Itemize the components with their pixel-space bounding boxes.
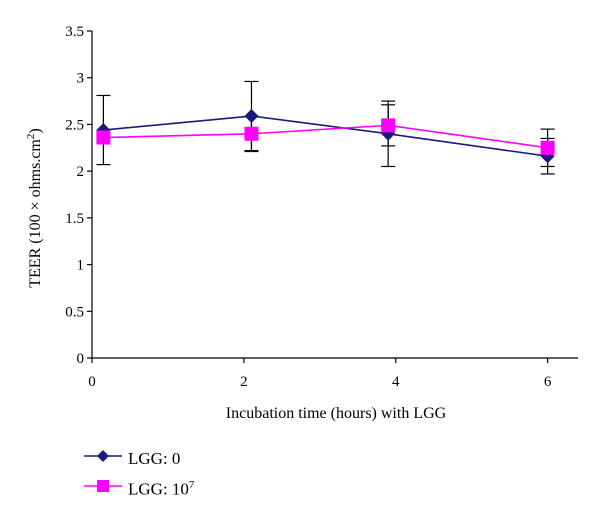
y-axis-label-close: ) bbox=[27, 128, 44, 133]
axes: 0 0.5 1 1.5 2 2.5 3 3.5 0 2 4 6 bbox=[65, 24, 578, 390]
legend-label: LGG: 0 bbox=[128, 449, 181, 468]
data-point-diamond bbox=[381, 126, 396, 141]
y-tick-label: 3.5 bbox=[65, 24, 84, 40]
data-point-diamond bbox=[244, 109, 259, 124]
data-point-square bbox=[244, 126, 259, 141]
y-tick-label: 0 bbox=[77, 351, 85, 367]
x-axis-label: Incubation time (hours) with LGG bbox=[226, 405, 447, 422]
data-point-square bbox=[96, 130, 111, 145]
y-tick-label: 1 bbox=[77, 258, 85, 274]
series-line bbox=[103, 124, 548, 149]
x-tick-label: 2 bbox=[240, 374, 248, 390]
series-layer bbox=[96, 80, 555, 175]
y-axis-label-sup: 2 bbox=[25, 134, 37, 140]
legend-label-main: LGG: 10 bbox=[128, 479, 189, 499]
legend-label: LGG: 107 bbox=[128, 479, 194, 500]
x-tick-label: 4 bbox=[392, 374, 400, 390]
y-axis-label: TEER (100 × ohms.cm2) bbox=[25, 128, 44, 287]
data-point-square bbox=[381, 118, 396, 133]
x-tick-label: 0 bbox=[88, 374, 96, 390]
x-tick-label: 6 bbox=[544, 374, 552, 390]
y-tick-label: 0.5 bbox=[65, 304, 84, 320]
y-axis-label-main: TEER (100 × ohms.cm bbox=[27, 139, 44, 288]
legend-label-sup: 7 bbox=[188, 479, 195, 491]
y-tick-label: 3 bbox=[77, 71, 85, 87]
legend-square-marker bbox=[84, 480, 122, 492]
y-tick-label: 2.5 bbox=[65, 117, 84, 133]
data-point-square bbox=[540, 140, 555, 155]
y-tick-label: 2 bbox=[77, 164, 85, 180]
chart: 0 0.5 1 1.5 2 2.5 3 3.5 0 2 4 6 Incubation time (ho… bbox=[25, 24, 578, 422]
series-line bbox=[103, 115, 548, 157]
legend-diamond-marker bbox=[84, 450, 122, 462]
y-tick-label: 1.5 bbox=[65, 211, 84, 227]
